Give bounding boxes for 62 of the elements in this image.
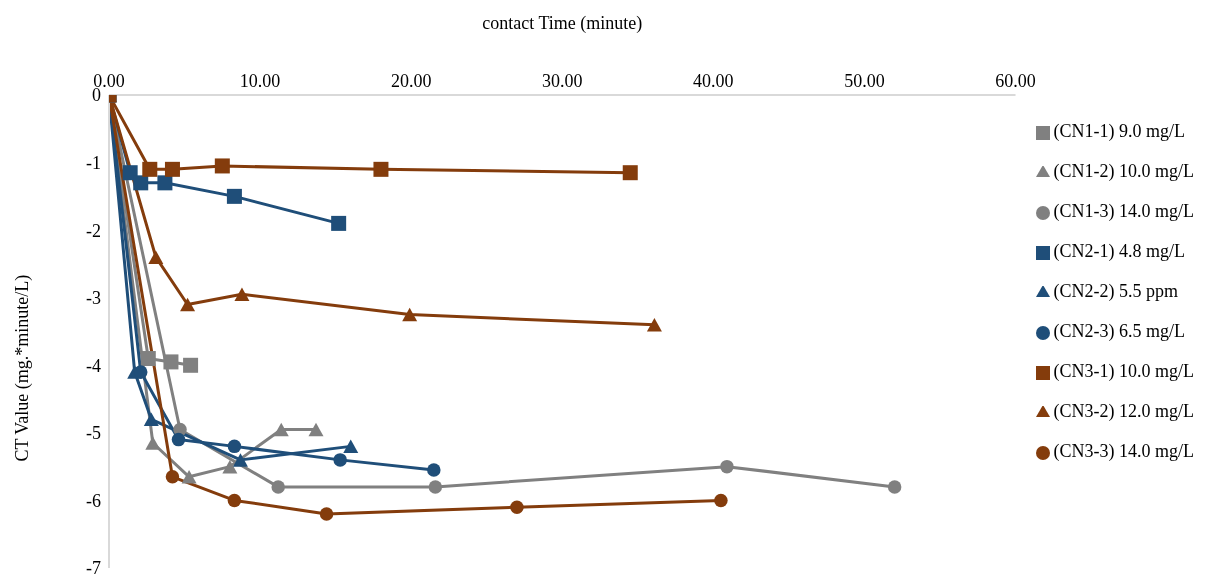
point <box>232 453 248 467</box>
legend-label: (CN2-1) 4.8 mg/L <box>1053 241 1185 261</box>
point <box>234 287 250 302</box>
x-tick-label: 10.00 <box>239 71 281 91</box>
y-tick-label: -7 <box>86 558 101 579</box>
x-axis-title: contact Time (minute) <box>482 12 643 34</box>
point <box>646 317 662 332</box>
point <box>226 188 242 204</box>
point <box>714 493 728 508</box>
y-tick-label: -3 <box>86 288 101 309</box>
point <box>428 480 443 494</box>
point <box>171 432 186 447</box>
legend-label: (CN2-3) 6.5 mg/L <box>1053 321 1185 341</box>
y-axis-title: CT Value (mg.*minute/L) <box>12 274 34 462</box>
legend-label: (CN2-2) 5.5 ppm <box>1053 281 1179 301</box>
legend-label: (CN1-2) 10.0 mg/L <box>1053 161 1194 181</box>
point <box>271 480 285 494</box>
x-tick-label: 40.00 <box>693 71 734 91</box>
point <box>164 161 180 177</box>
point <box>331 215 347 231</box>
point <box>183 357 199 373</box>
y-tick-label: -1 <box>86 152 101 173</box>
legend-label: (CN3-2) 12.0 mg/L <box>1053 401 1194 421</box>
y-tick-label: -2 <box>86 220 101 241</box>
y-tick-label: -5 <box>86 423 101 444</box>
point <box>402 307 418 322</box>
point <box>133 175 149 191</box>
point <box>222 459 238 474</box>
point <box>214 158 230 174</box>
point <box>427 463 441 477</box>
point <box>622 165 638 181</box>
point <box>142 161 158 177</box>
point <box>163 354 179 370</box>
point <box>227 493 242 508</box>
point <box>720 459 734 474</box>
x-tick-label: 20.00 <box>390 71 432 91</box>
point <box>148 250 164 264</box>
point <box>319 507 334 521</box>
point <box>157 175 173 191</box>
y-tick-label: -4 <box>86 355 101 376</box>
point <box>333 453 347 467</box>
legend-label: (CN3-3) 14.0 mg/L <box>1053 441 1194 461</box>
point <box>181 470 197 484</box>
point <box>273 422 289 437</box>
point <box>887 480 902 494</box>
x-tick-label: 30.00 <box>542 71 583 91</box>
legend-label: (CN1-3) 14.0 mg/L <box>1053 201 1194 221</box>
y-tick-label: -6 <box>86 490 101 511</box>
point <box>140 351 156 367</box>
point <box>343 439 359 454</box>
point <box>180 297 196 312</box>
point <box>308 422 324 437</box>
legend-label: (CN3-1) 10.0 mg/L <box>1053 361 1194 381</box>
x-tick-label: 60.00 <box>995 71 1036 91</box>
x-tick-label: 50.00 <box>844 71 885 91</box>
point <box>143 412 159 427</box>
point <box>165 470 180 484</box>
point <box>373 161 389 177</box>
legend-label: (CN1-1) 9.0 mg/L <box>1053 121 1185 141</box>
point <box>510 500 524 514</box>
point <box>145 436 161 450</box>
point <box>227 439 242 454</box>
